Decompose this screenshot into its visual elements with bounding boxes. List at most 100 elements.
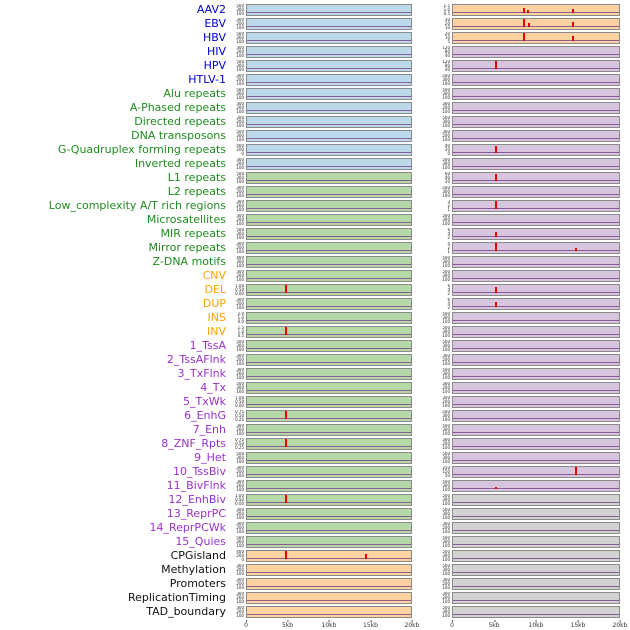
signal-panel-right [452, 200, 620, 212]
signal-baseline [453, 474, 619, 475]
column-gap [412, 466, 436, 478]
signal-baseline [453, 26, 619, 27]
y-axis-tick: 300 [236, 214, 244, 218]
y-axis-tick: 300 [442, 343, 450, 348]
column-gap [412, 494, 436, 506]
y-axis-tick: 100 [236, 123, 244, 128]
y-axis-tick-labels: 60 40 20 [436, 172, 452, 184]
signal-baseline [453, 40, 619, 41]
signal-baseline [247, 474, 411, 475]
signal-baseline [453, 614, 619, 615]
y-axis-tick: 80 [444, 49, 450, 54]
track-row: 10_TssBiv 300 200 100 250 150 50 [0, 466, 630, 480]
signal-baseline [453, 82, 619, 83]
row-label: INS [207, 311, 226, 324]
y-axis-tick: 300 [236, 158, 244, 162]
y-axis-tick: 100 [236, 67, 244, 72]
track-row: L2 repeats 300 200 100 500 300 100 [0, 186, 630, 200]
y-axis-tick: 100 [442, 529, 450, 534]
y-axis-tick: 100 [236, 193, 244, 198]
signal-panel-right [452, 508, 620, 520]
y-axis-tick-labels: 300 200 100 [230, 298, 246, 310]
track-row: Promoters 300 200 100 300 200 100 [0, 578, 630, 592]
y-axis-tick: 50 [444, 473, 450, 478]
y-axis-tick-labels: 500 300 100 [230, 340, 246, 352]
y-axis-tick: 300 [442, 259, 450, 264]
signal-panel-right [452, 172, 620, 184]
y-axis-tick: 300 [442, 130, 450, 134]
track-row: 1_TssA 500 300 100 500 300 100 [0, 340, 630, 354]
y-axis-tick: 500 [442, 116, 450, 120]
y-axis-tick-labels: 300 200 100 [436, 354, 452, 366]
row-label: Low_complexity A/T rich regions [48, 199, 226, 212]
y-axis-tick-labels: 300 200 100 [230, 508, 246, 520]
y-axis-tick-labels: 500 300 100 [436, 270, 452, 282]
track-row: 15_Quies 500 300 100 500 300 100 [0, 536, 630, 550]
column-gap [412, 60, 436, 72]
signal-baseline [453, 530, 619, 531]
signal-baseline [453, 334, 619, 335]
signal-panel-left [246, 116, 412, 128]
signal-panel-right [452, 382, 620, 394]
signal-panel-right [452, 4, 620, 16]
y-axis-tick: 200 [442, 105, 450, 110]
y-axis-tick: 300 [442, 371, 450, 376]
y-axis-tick: 300 [442, 315, 450, 320]
signal-spike [495, 287, 498, 293]
y-axis-tick: 500 [442, 536, 450, 540]
signal-spike [285, 439, 288, 447]
column-gap [412, 592, 436, 604]
track-row: INV 1.5 1.0 0.5 500 300 100 [0, 326, 630, 340]
y-axis-tick-labels: 500 300 100 [436, 74, 452, 86]
y-axis-tick: 300 [442, 161, 450, 166]
column-gap [412, 312, 436, 324]
y-axis-tick-labels: 300 200 100 [436, 578, 452, 590]
y-axis-tick: 200 [236, 147, 244, 152]
y-axis-tick: 300 [236, 175, 244, 180]
y-axis-tick: 40 [444, 53, 450, 58]
x-axis-tick: 20kb [404, 620, 420, 629]
track-row: EBV 300 200 100 30 20 10 [0, 18, 630, 32]
y-axis-tick: 0.25 [235, 417, 244, 422]
y-axis-tick: 100 [236, 81, 244, 86]
signal-baseline [453, 544, 619, 545]
y-axis-tick-labels: 0.75 0.50 0.25 [230, 410, 246, 422]
row-label: CNV [202, 269, 226, 282]
y-axis-tick: 2 [447, 291, 450, 296]
signal-panel-right [452, 592, 620, 604]
y-axis-tick: 500 [442, 410, 450, 414]
row-label: 14_ReprPCWk [149, 521, 226, 534]
y-axis-tick: 300 [442, 578, 450, 582]
y-axis-tick: 20 [444, 179, 450, 184]
y-axis-tick-labels: 300 200 100 [230, 368, 246, 380]
signal-baseline [247, 180, 411, 181]
x-axis-right: 0 5kb 10kb 15kb 20kb [450, 620, 627, 630]
row-label: 4_Tx [200, 381, 226, 394]
y-axis-tick: 500 [442, 270, 450, 274]
x-axis-tick: 5kb [281, 620, 294, 629]
signal-baseline [453, 96, 619, 97]
signal-baseline [453, 12, 619, 13]
y-axis-tick-labels: 300 200 100 [230, 186, 246, 198]
signal-panel-left [246, 18, 412, 30]
y-axis-tick-labels: 500 300 100 [436, 494, 452, 506]
column-gap [412, 172, 436, 184]
signal-panel-right [452, 270, 620, 282]
y-axis-tick: 300 [236, 508, 244, 512]
y-axis-tick: 100 [442, 459, 450, 464]
signal-spike [572, 22, 575, 27]
signal-panel-left [246, 326, 412, 338]
signal-baseline [453, 264, 619, 265]
signal-baseline [247, 152, 411, 153]
y-axis-tick: 300 [442, 413, 450, 418]
y-axis-tick: 500 [442, 74, 450, 78]
row-label: HBV [202, 31, 226, 44]
signal-panel-left [246, 452, 412, 464]
y-axis-tick: 100 [236, 109, 244, 114]
y-axis-tick: 6 [447, 228, 450, 232]
signal-baseline [247, 40, 411, 41]
y-axis-tick-labels: 500 300 100 [436, 368, 452, 380]
signal-baseline [247, 530, 411, 531]
y-axis-tick: 200 [236, 217, 244, 222]
y-axis-tick: 0 [241, 557, 244, 562]
